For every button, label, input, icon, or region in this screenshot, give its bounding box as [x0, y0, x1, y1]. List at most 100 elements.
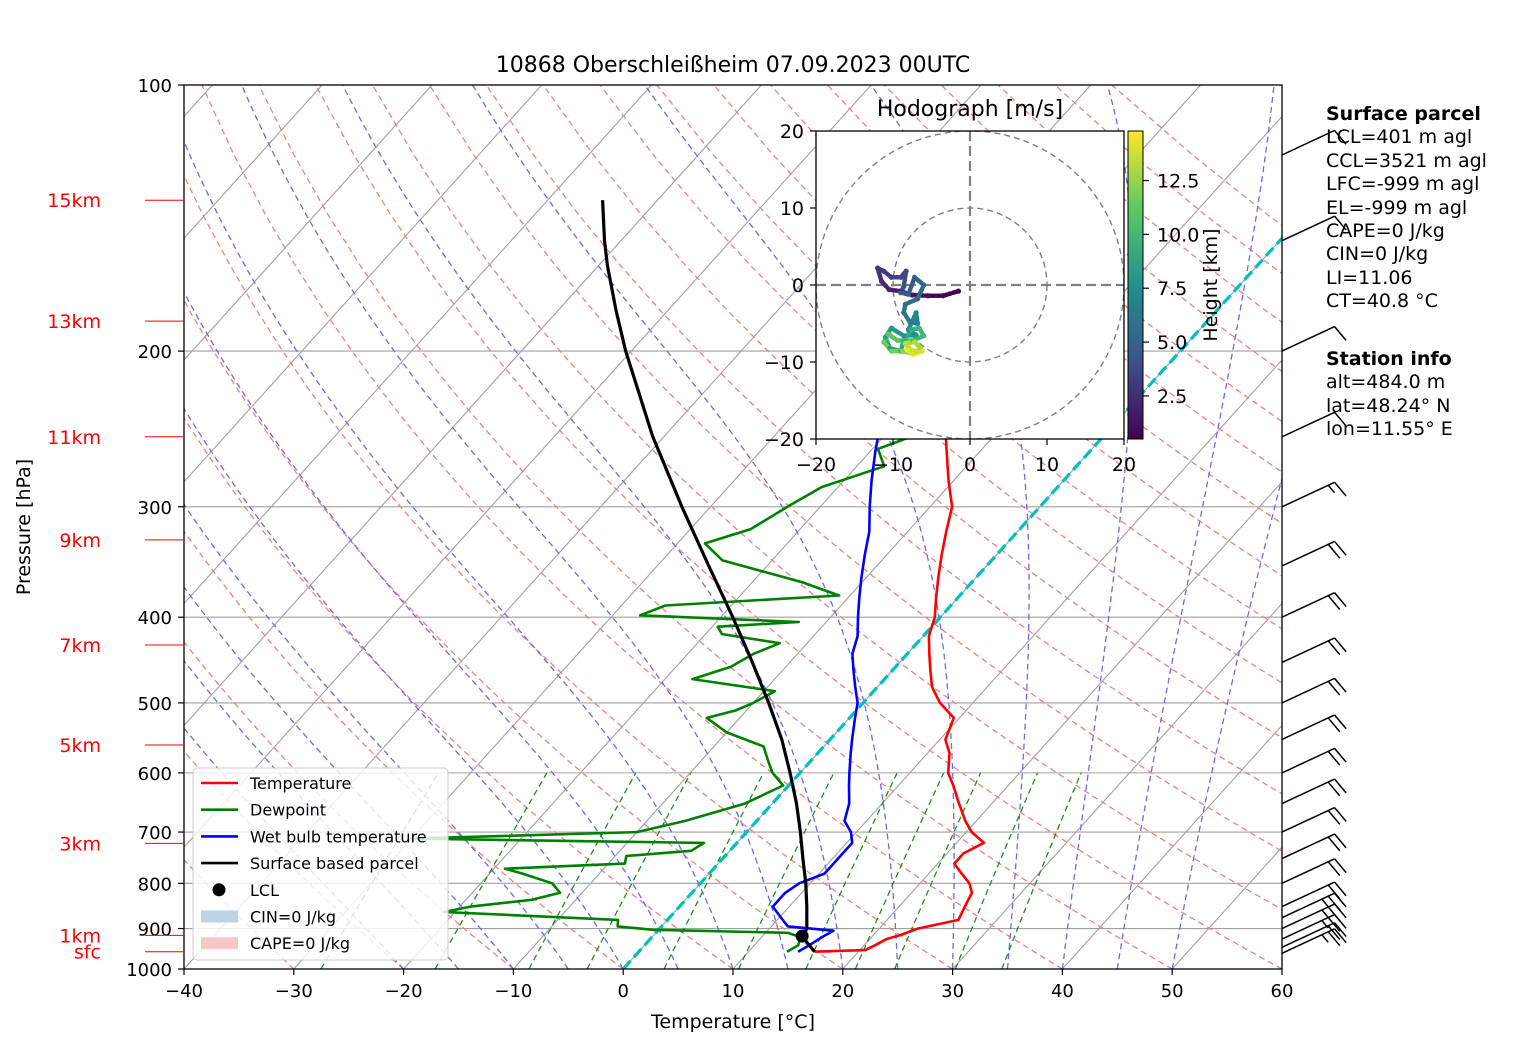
wind-barb-flag — [1333, 922, 1347, 938]
lcl-marker — [795, 929, 809, 943]
hodograph-point — [913, 310, 919, 316]
wind-barb-shaft — [1281, 129, 1335, 156]
hodograph-point — [888, 274, 895, 280]
y-tick-label: 800 — [138, 874, 172, 895]
x-tick-label: 0 — [617, 981, 628, 1002]
wind-barb-flag — [1333, 130, 1347, 145]
hodograph-y-tick-label: −20 — [764, 429, 804, 451]
dry-adiabat-line — [371, 85, 1282, 911]
wind-barb-shaft — [1281, 325, 1335, 352]
station-info-line: lat=48.24° N — [1326, 394, 1451, 417]
mixing-ratio-line — [894, 772, 982, 969]
wind-barb-flag — [1333, 714, 1347, 730]
wind-barb-flag — [1327, 750, 1341, 766]
legend-swatch — [201, 937, 238, 950]
legend-swatch — [212, 883, 226, 897]
x-tick-label: 60 — [1271, 981, 1294, 1002]
hodograph-point — [898, 290, 904, 296]
mixing-ratio-line — [528, 772, 637, 969]
freezing-isotherm — [622, 235, 1282, 969]
wind-barb-flag — [1327, 595, 1341, 610]
isotherm-line — [184, 85, 543, 483]
wind-barb-flag — [1333, 881, 1347, 897]
hodograph-point — [875, 265, 881, 271]
x-tick-label: −10 — [494, 981, 532, 1002]
wind-barb-flag — [1327, 640, 1341, 656]
x-tick-label: 20 — [831, 981, 854, 1002]
dry-adiabat-line — [201, 85, 1063, 969]
y-tick-label: 500 — [138, 694, 172, 715]
hodograph-point — [899, 348, 905, 354]
y-axis-label: Pressure [hPa] — [13, 459, 35, 595]
isotherm-line — [732, 359, 1282, 969]
surface-parcel-line: CT=40.8 °C — [1326, 290, 1438, 313]
colorbar-tick-label: 10.0 — [1157, 224, 1199, 246]
wind-barb-shaft — [1281, 833, 1335, 860]
mixing-ratio-line — [586, 772, 692, 969]
x-axis-ticks: −40 −30 −20 −10 0 10 20 30 40 50 60 — [165, 969, 1293, 1002]
surface-parcel-line: LFC=-999 m agl — [1326, 173, 1480, 196]
dry-adiabat-line — [184, 174, 953, 969]
hodograph-ticks: −20 −10 0 10 20 −20 −10 0 10 20 — [764, 121, 1136, 476]
moist-adiabat-line — [184, 140, 734, 969]
hodograph-point — [888, 348, 895, 354]
hodograph-point — [905, 291, 912, 297]
hodograph-point — [919, 348, 925, 354]
hodograph-point — [910, 351, 916, 357]
wind-barb-half-flag — [1321, 919, 1329, 929]
wind-barb-flag — [1327, 810, 1341, 825]
colorbar-tick-label: 12.5 — [1157, 171, 1199, 193]
station-info-line: alt=484.0 m — [1326, 371, 1446, 394]
moist-adiabat-line — [472, 85, 899, 969]
wind-barb-flag — [1333, 747, 1347, 763]
wind-barb-flag — [1333, 481, 1347, 497]
hodograph-point — [940, 293, 946, 299]
legend-box — [192, 767, 449, 961]
hodograph-point — [901, 333, 907, 339]
wind-barb-flag — [1327, 906, 1341, 922]
hodograph-point — [886, 287, 892, 293]
hodograph-point — [909, 292, 915, 298]
mixing-ratio-line — [854, 772, 945, 969]
station-info-heading: Station info — [1326, 348, 1452, 370]
wind-barb-flag — [1333, 858, 1347, 874]
hodograph-title: Hodograph [m/s] — [877, 97, 1063, 122]
wind-barb-half-flag — [1321, 909, 1329, 919]
station-info-line: lon=11.55° E — [1326, 418, 1453, 441]
y-tick-label: 200 — [138, 342, 172, 363]
hodograph-point — [895, 337, 901, 344]
legend-label: Wet bulb temperature — [250, 827, 427, 846]
hodograph-point — [901, 283, 907, 290]
moist-adiabat-line — [184, 407, 624, 969]
freezing-line — [622, 235, 1282, 969]
hodograph-point — [955, 288, 962, 294]
wind-barb-shaft — [1281, 411, 1335, 438]
colorbar-tick-label: 2.5 — [1157, 386, 1187, 408]
moist-adiabat-line — [1171, 475, 1282, 969]
hodograph-rings — [816, 131, 1124, 439]
wind-barb-shaft — [1281, 881, 1335, 908]
x-tick-label: 40 — [1051, 981, 1074, 1002]
wind-barb-flag — [1333, 833, 1347, 849]
wind-barb-flag — [1333, 326, 1347, 341]
wind-barb-flag — [1327, 931, 1341, 947]
moist-adiabat-line — [184, 503, 569, 969]
surface-parcel-line: EL=-999 m agl — [1326, 196, 1468, 219]
chart-title: 10868 Oberschleißheim 07.09.2023 00UTC — [496, 53, 971, 78]
wind-barb-shaft — [1281, 922, 1335, 948]
surface-parcel-line: CCL=3521 m agl — [1326, 149, 1487, 172]
hodograph-point — [916, 325, 922, 331]
hodograph-x-tick-label: 10 — [1035, 454, 1059, 476]
hodograph-point — [915, 320, 921, 327]
wind-barb-flag — [1333, 592, 1347, 607]
surface-parcel-heading: Surface parcel — [1326, 103, 1481, 125]
hodograph-y-tick-label: −10 — [764, 352, 804, 374]
y-tick-label: 900 — [138, 920, 172, 941]
moist-adiabat-line — [1061, 85, 1135, 969]
colorbar — [1127, 130, 1144, 440]
isotherm-line — [184, 85, 323, 240]
isotherm-line — [184, 85, 653, 605]
wind-barb-half-flag — [1327, 484, 1336, 494]
wind-barb-flag — [1327, 861, 1341, 877]
